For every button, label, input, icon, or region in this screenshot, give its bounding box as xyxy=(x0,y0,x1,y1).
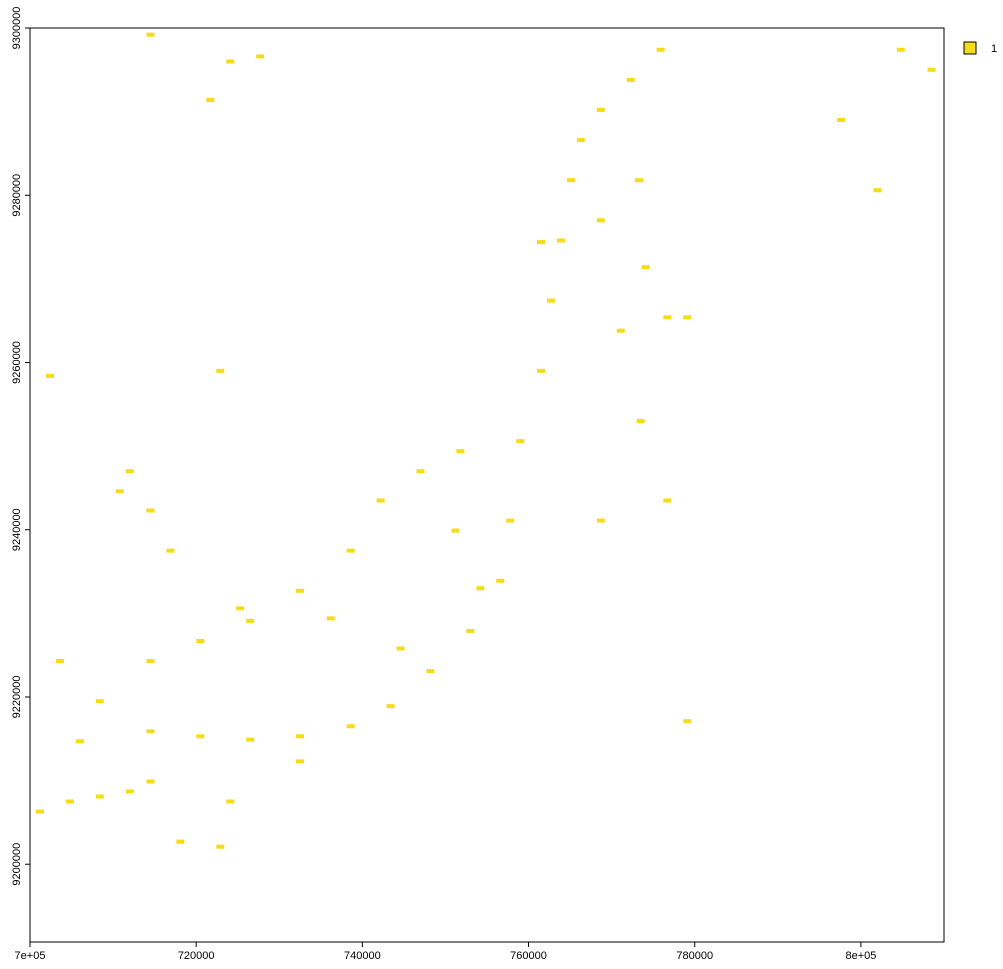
raster-cell xyxy=(206,98,214,102)
raster-cell xyxy=(426,669,434,673)
raster-cell xyxy=(166,549,174,553)
y-tick-label: 9280000 xyxy=(11,174,23,217)
y-tick-label: 9240000 xyxy=(11,508,23,551)
raster-cell xyxy=(397,646,405,650)
legend-swatch xyxy=(964,42,976,54)
raster-cell xyxy=(327,616,335,620)
raster-cell xyxy=(577,138,585,142)
raster-cell xyxy=(597,218,605,222)
raster-cell xyxy=(126,469,134,473)
raster-cell xyxy=(597,108,605,112)
raster-cell xyxy=(451,529,459,533)
raster-cell xyxy=(537,369,545,373)
raster-cell xyxy=(246,619,254,623)
raster-cell xyxy=(496,579,504,583)
raster-cell xyxy=(567,178,575,182)
raster-cell xyxy=(663,315,671,319)
chart: 7e+05 720000 740000 760000 780000 8e+05 920000… xyxy=(0,0,1003,969)
raster-cell xyxy=(642,265,650,269)
y-tick-label: 9200000 xyxy=(11,843,23,886)
raster-cell xyxy=(637,419,645,423)
x-tick-label: 8e+05 xyxy=(845,950,876,962)
raster-cell xyxy=(387,704,395,708)
raster-cell xyxy=(146,509,154,513)
raster-cell xyxy=(627,78,635,82)
raster-cell xyxy=(36,810,44,814)
page: 7e+05 720000 740000 760000 780000 8e+05 920000… xyxy=(0,0,1003,969)
raster-cell xyxy=(597,519,605,523)
raster-cell xyxy=(46,374,54,378)
raster-cell xyxy=(683,719,691,723)
x-tick-label: 780000 xyxy=(676,950,713,962)
raster-cell xyxy=(928,68,936,72)
raster-cell xyxy=(196,734,204,738)
raster-cell xyxy=(76,739,84,743)
raster-cell xyxy=(557,238,565,242)
raster-cell xyxy=(226,59,234,63)
plot-frame xyxy=(30,28,944,942)
raster-cell xyxy=(246,738,254,742)
raster-cell xyxy=(466,629,474,633)
raster-cell xyxy=(417,469,425,473)
raster-cell xyxy=(296,759,304,763)
raster-cell xyxy=(146,659,154,663)
x-tick-label: 7e+05 xyxy=(15,950,46,962)
x-tick-label: 740000 xyxy=(344,950,381,962)
raster-cell xyxy=(635,178,643,182)
raster-cell xyxy=(516,439,524,443)
raster-cell xyxy=(537,240,545,244)
raster-cell xyxy=(296,589,304,593)
raster-cell xyxy=(347,549,355,553)
raster-cell xyxy=(56,659,64,663)
raster-cell xyxy=(657,48,665,52)
raster-cell xyxy=(683,315,691,319)
raster-cell xyxy=(196,639,204,643)
raster-cell xyxy=(617,329,625,333)
y-tick-label: 9220000 xyxy=(11,676,23,719)
x-tick-label: 720000 xyxy=(178,950,215,962)
raster-cell xyxy=(347,724,355,728)
raster-cell xyxy=(874,188,882,192)
raster-cell xyxy=(296,734,304,738)
raster-cell xyxy=(146,779,154,783)
legend-label: 1 xyxy=(991,43,997,55)
raster-cell xyxy=(216,369,224,373)
raster-cell xyxy=(256,54,264,58)
raster-cell xyxy=(66,800,74,804)
raster-cell xyxy=(897,48,905,52)
raster-cell xyxy=(236,606,244,610)
raster-cell xyxy=(476,586,484,590)
raster-cell xyxy=(226,800,234,804)
raster-cell xyxy=(176,840,184,844)
y-tick-label: 9260000 xyxy=(11,341,23,384)
raster-cell xyxy=(456,449,464,453)
raster-cell xyxy=(663,498,671,502)
x-tick-label: 760000 xyxy=(510,950,547,962)
raster-cell xyxy=(377,498,385,502)
raster-cell xyxy=(506,519,514,523)
raster-cell xyxy=(146,729,154,733)
raster-cell xyxy=(216,845,224,849)
raster-cell xyxy=(837,118,845,122)
raster-cell xyxy=(146,33,154,37)
raster-cell xyxy=(116,489,124,493)
raster-cell xyxy=(96,699,104,703)
raster-cell xyxy=(126,789,134,793)
raster-cell xyxy=(547,299,555,303)
raster-cell xyxy=(96,794,104,798)
y-tick-label: 9300000 xyxy=(11,7,23,50)
